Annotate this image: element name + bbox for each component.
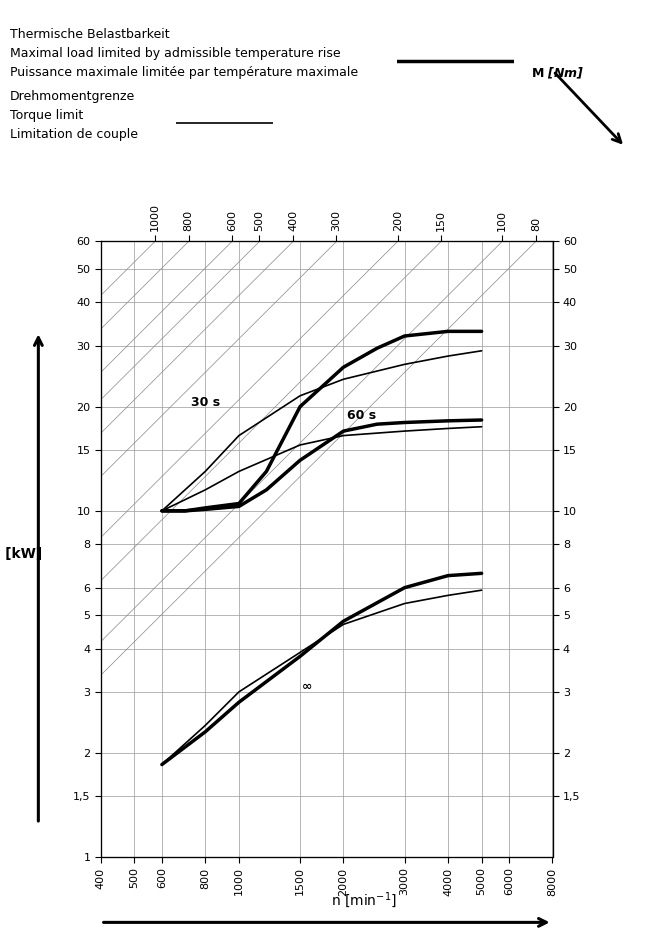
Text: Maximal load limited by admissible temperature rise: Maximal load limited by admissible tempe… (10, 47, 341, 61)
Text: Thermische Belastbarkeit: Thermische Belastbarkeit (10, 28, 170, 42)
Text: Torque limit: Torque limit (10, 109, 83, 122)
Text: n [min$^{-1}$]: n [min$^{-1}$] (331, 890, 397, 909)
Text: Limitation de couple: Limitation de couple (10, 128, 138, 141)
Text: $\mathbf{M}$ [Nm]: $\mathbf{M}$ [Nm] (531, 66, 584, 81)
Text: 60 s: 60 s (347, 409, 376, 422)
Text: Drehmomentgrenze: Drehmomentgrenze (10, 90, 135, 103)
Text: ∞: ∞ (302, 681, 313, 693)
Text: Puissance maximale limitée par température maximale: Puissance maximale limitée par températu… (10, 66, 358, 80)
Text: P [kW]: P [kW] (0, 547, 42, 561)
Text: 30 s: 30 s (192, 397, 220, 409)
